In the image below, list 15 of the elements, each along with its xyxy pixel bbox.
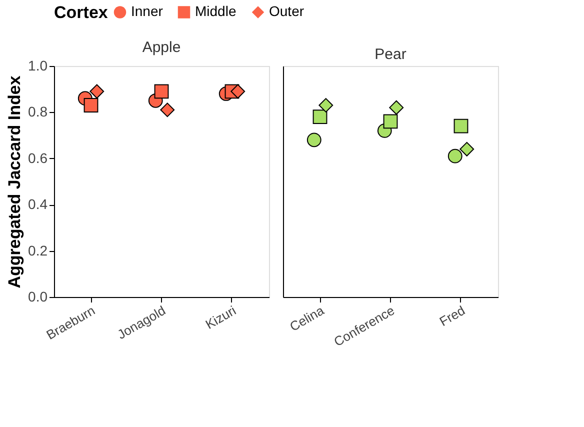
x-tick-label: Celina [287, 302, 328, 334]
legend-label: Inner [131, 3, 164, 20]
chart-title: Apple [142, 39, 181, 56]
y-axis-title: Aggregated Jaccard Index [5, 75, 24, 288]
y-tick-label: 0.4 [28, 196, 48, 212]
legend-label: Outer [269, 3, 304, 20]
x-tick-label: Fred [436, 302, 468, 330]
chart-title: Pear [374, 46, 406, 63]
y-tick-label: 0.0 [28, 288, 48, 304]
y-tick-label: 0.8 [28, 104, 48, 120]
y-tick-label: 1.0 [28, 58, 48, 74]
y-tick-label: 0.2 [28, 242, 48, 258]
legend-title: Cortex [54, 3, 108, 22]
y-tick-label: 0.6 [28, 150, 48, 166]
legend-label: Middle [195, 3, 236, 20]
